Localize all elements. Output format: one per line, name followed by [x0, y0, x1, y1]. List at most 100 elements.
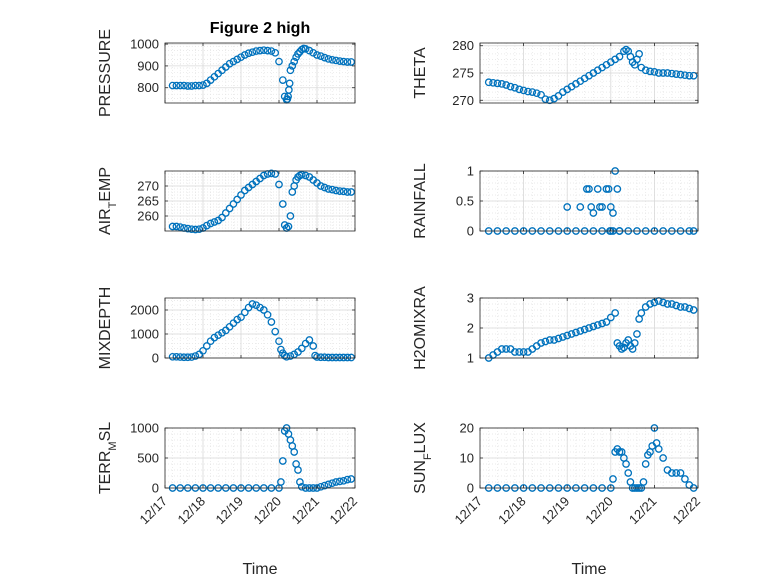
data-point	[290, 350, 299, 359]
subplot-rainfall: 0 0.5 1 RAINFALL	[412, 163, 699, 239]
y-axis-label: SUNFLUX	[412, 422, 434, 494]
data-point	[284, 222, 293, 231]
data-point	[589, 322, 598, 331]
data-point	[519, 86, 528, 95]
data-point	[244, 49, 253, 58]
data-point	[229, 57, 238, 66]
data-point	[324, 353, 333, 362]
y-axis-label: AIRTEMP	[97, 167, 119, 235]
axes-background	[165, 43, 355, 103]
data-point	[515, 85, 524, 94]
data-point	[210, 333, 219, 342]
data-point	[218, 213, 226, 222]
data-point	[602, 185, 611, 193]
data-point	[240, 51, 249, 59]
data-point	[497, 345, 506, 353]
data-point	[609, 475, 617, 483]
data-point	[609, 209, 617, 217]
y-axis-label: RAINFALL	[412, 163, 429, 239]
subplot-h2omixra: 1 2 3 H2OMIXRA	[412, 286, 699, 370]
data-point	[206, 219, 215, 228]
data-point	[191, 225, 200, 234]
data-point	[335, 57, 344, 65]
data-point	[593, 321, 602, 329]
data-point	[347, 353, 356, 362]
axes-box	[164, 42, 356, 104]
data-point	[297, 344, 306, 353]
data-point	[296, 478, 304, 486]
data-point	[277, 478, 285, 486]
series-markers	[168, 424, 356, 492]
data-point	[256, 46, 264, 55]
data-point	[572, 328, 580, 337]
data-point	[172, 222, 181, 231]
data-point	[316, 182, 325, 190]
data-point	[301, 171, 310, 180]
y-tick-label: 270	[452, 93, 474, 108]
y-tick-label: 1	[467, 164, 474, 179]
data-point	[550, 336, 558, 344]
data-point	[596, 203, 604, 211]
data-point	[316, 482, 325, 491]
y-tick-label: 500	[137, 451, 159, 466]
data-point	[576, 203, 585, 211]
data-point	[506, 82, 515, 91]
data-point	[187, 82, 196, 90]
axes-box	[164, 297, 356, 359]
data-point	[286, 352, 295, 360]
data-point	[275, 337, 283, 346]
data-point	[667, 300, 676, 308]
data-point	[567, 330, 576, 338]
data-point	[347, 475, 356, 483]
data-point	[332, 186, 340, 195]
data-point	[332, 478, 340, 486]
data-point	[237, 313, 245, 322]
data-point	[585, 185, 593, 193]
data-point	[313, 51, 321, 59]
data-point	[541, 337, 550, 346]
data-point	[672, 301, 681, 310]
data-point	[585, 324, 593, 332]
y-tick-label: 3	[467, 291, 474, 306]
data-point	[199, 81, 207, 89]
y-tick-label: 0	[152, 481, 159, 496]
data-point	[328, 55, 337, 64]
data-point	[563, 203, 572, 211]
y-tick-label: 10	[460, 451, 474, 466]
data-point	[320, 353, 329, 362]
y-tick-label: 1000	[130, 327, 159, 342]
data-point	[637, 309, 646, 317]
data-point	[263, 310, 272, 319]
data-point	[667, 469, 676, 477]
data-point	[589, 209, 598, 217]
data-point	[689, 306, 698, 314]
data-point	[580, 325, 589, 334]
data-point	[297, 482, 306, 491]
y-tick-label: 2	[467, 321, 474, 336]
data-point	[332, 56, 340, 65]
data-point	[545, 96, 554, 105]
data-point	[180, 81, 188, 90]
data-point	[176, 223, 185, 231]
data-point	[676, 70, 685, 79]
data-point	[297, 170, 306, 179]
data-point	[256, 303, 264, 312]
data-point	[659, 298, 667, 307]
data-point	[515, 348, 524, 356]
y-axis-label: PRESSURE	[97, 29, 114, 117]
data-point	[576, 327, 585, 335]
y-tick-label: 265	[137, 194, 159, 209]
data-point	[654, 69, 663, 77]
data-point	[347, 58, 356, 66]
data-point	[620, 47, 628, 56]
x-axis-label: Time	[572, 561, 607, 578]
data-point	[290, 57, 299, 66]
data-point	[484, 78, 493, 87]
y-tick-label: 260	[137, 209, 159, 224]
subplot-pressure: 800 900 1000 PRESSURE Figure 2 high	[97, 20, 356, 117]
data-point	[320, 53, 329, 62]
data-point	[635, 50, 643, 58]
data-point	[672, 70, 681, 78]
data-point	[278, 457, 287, 465]
